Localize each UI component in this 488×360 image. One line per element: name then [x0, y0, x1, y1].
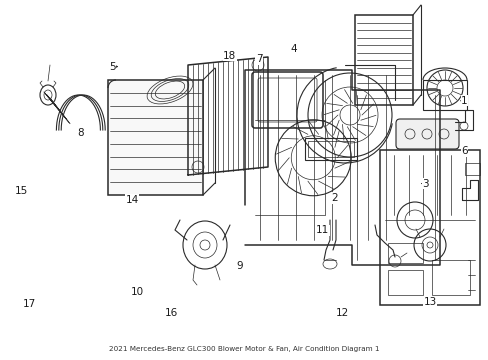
Text: 8: 8: [77, 128, 84, 138]
Text: 12: 12: [335, 308, 348, 318]
Text: 7: 7: [255, 54, 262, 64]
Text: 14: 14: [125, 195, 139, 205]
Bar: [108, 80, 203, 195]
Text: 9: 9: [236, 261, 243, 271]
Text: 2: 2: [331, 193, 338, 203]
Bar: [431, 260, 469, 295]
Text: 10: 10: [130, 287, 143, 297]
Bar: [305, 138, 356, 160]
Text: 4: 4: [289, 44, 296, 54]
Text: 15: 15: [14, 186, 28, 196]
Bar: [387, 270, 422, 295]
Text: 2021 Mercedes-Benz GLC300 Blower Motor & Fan, Air Condition Diagram 1: 2021 Mercedes-Benz GLC300 Blower Motor &…: [109, 346, 379, 352]
Text: 11: 11: [315, 225, 329, 235]
Bar: [354, 15, 412, 105]
Text: 13: 13: [423, 297, 436, 307]
Bar: [387, 243, 422, 263]
Text: 17: 17: [22, 299, 36, 309]
Text: 5: 5: [109, 62, 116, 72]
Bar: [307, 141, 353, 157]
Text: 3: 3: [421, 179, 428, 189]
Bar: [379, 150, 479, 305]
Text: 18: 18: [223, 51, 236, 61]
Text: 6: 6: [460, 146, 467, 156]
Bar: [464, 163, 479, 175]
FancyBboxPatch shape: [395, 119, 458, 149]
Bar: [422, 80, 466, 110]
Text: 1: 1: [460, 96, 467, 106]
Text: 16: 16: [164, 308, 178, 318]
